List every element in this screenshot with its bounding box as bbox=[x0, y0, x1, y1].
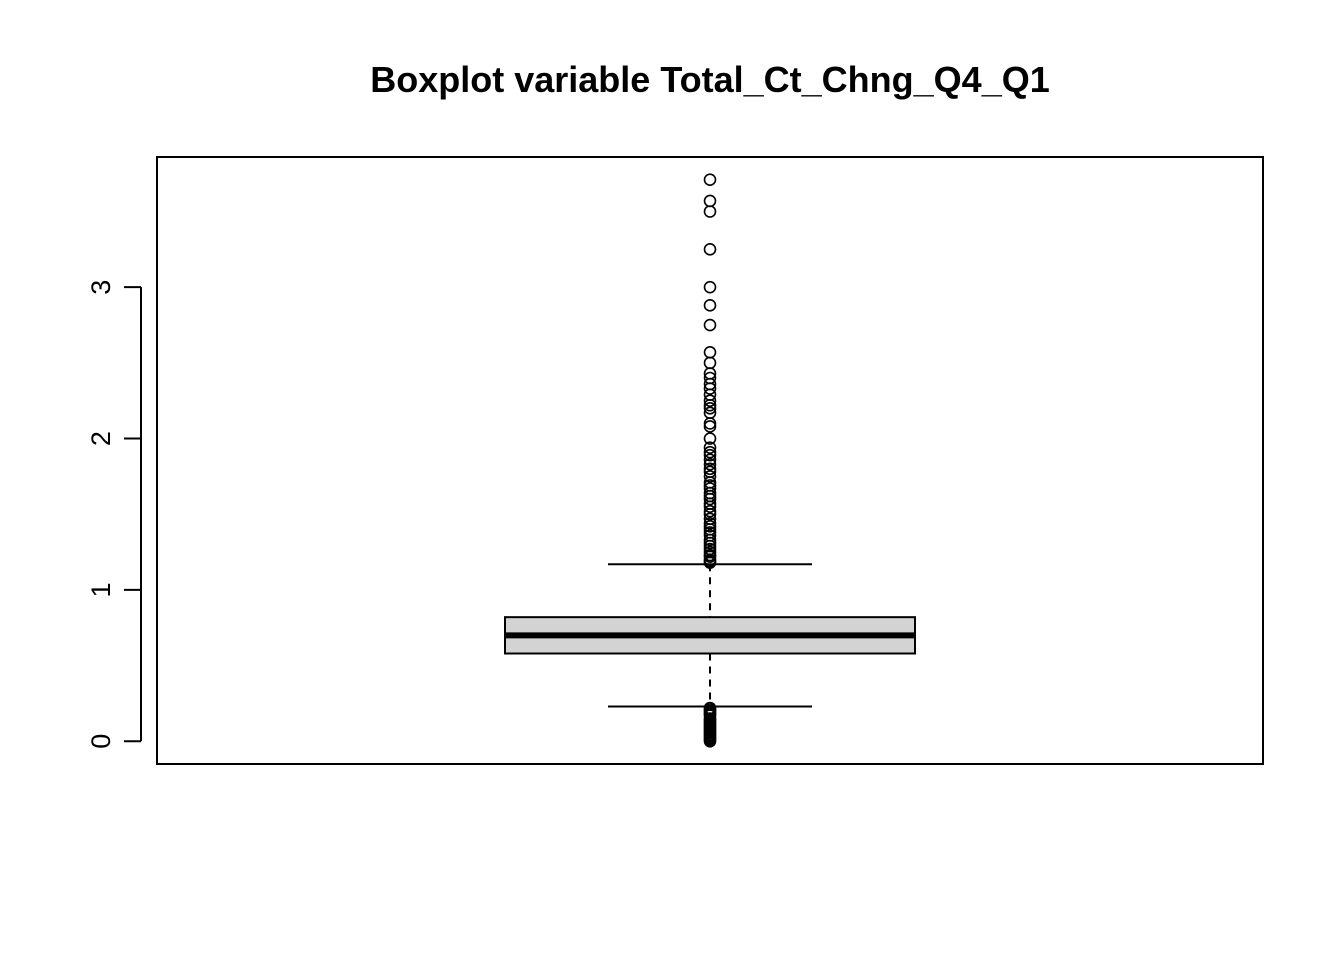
outlier-point bbox=[703, 500, 717, 513]
outlier-point bbox=[703, 345, 717, 359]
outlier-point bbox=[703, 420, 717, 433]
outlier-point bbox=[703, 194, 717, 208]
outlier-point bbox=[703, 299, 717, 312]
plot-frame bbox=[156, 156, 1264, 765]
outlier-point bbox=[703, 453, 717, 467]
outlier-point bbox=[703, 356, 717, 370]
outlier-point bbox=[703, 507, 717, 521]
plot-area bbox=[504, 173, 916, 748]
outlier-point bbox=[703, 394, 717, 408]
outlier-point bbox=[703, 734, 717, 748]
outlier-point bbox=[703, 280, 717, 294]
outlier-point bbox=[703, 401, 717, 415]
outlier-point bbox=[703, 432, 717, 445]
outlier-point bbox=[703, 441, 717, 454]
outlier-point bbox=[703, 556, 717, 569]
outlier-point bbox=[703, 457, 717, 471]
outlier-point bbox=[703, 205, 717, 218]
outlier-point bbox=[703, 470, 717, 483]
outlier-point bbox=[703, 382, 717, 395]
y-tick-label: 0 bbox=[86, 734, 116, 749]
y-tick-label: 2 bbox=[86, 431, 116, 446]
y-tick-label: 3 bbox=[86, 280, 116, 295]
chart-title: Boxplot variable Total_Ct_Chng_Q4_Q1 bbox=[370, 59, 1049, 100]
outlier-point bbox=[703, 492, 717, 506]
y-axis: 0 1 2 3 bbox=[86, 280, 142, 749]
outlier-point bbox=[703, 243, 717, 256]
y-tick-label: 1 bbox=[86, 582, 116, 597]
outlier-point bbox=[703, 448, 717, 462]
outlier-point bbox=[703, 318, 717, 332]
outlier-point bbox=[703, 173, 717, 187]
